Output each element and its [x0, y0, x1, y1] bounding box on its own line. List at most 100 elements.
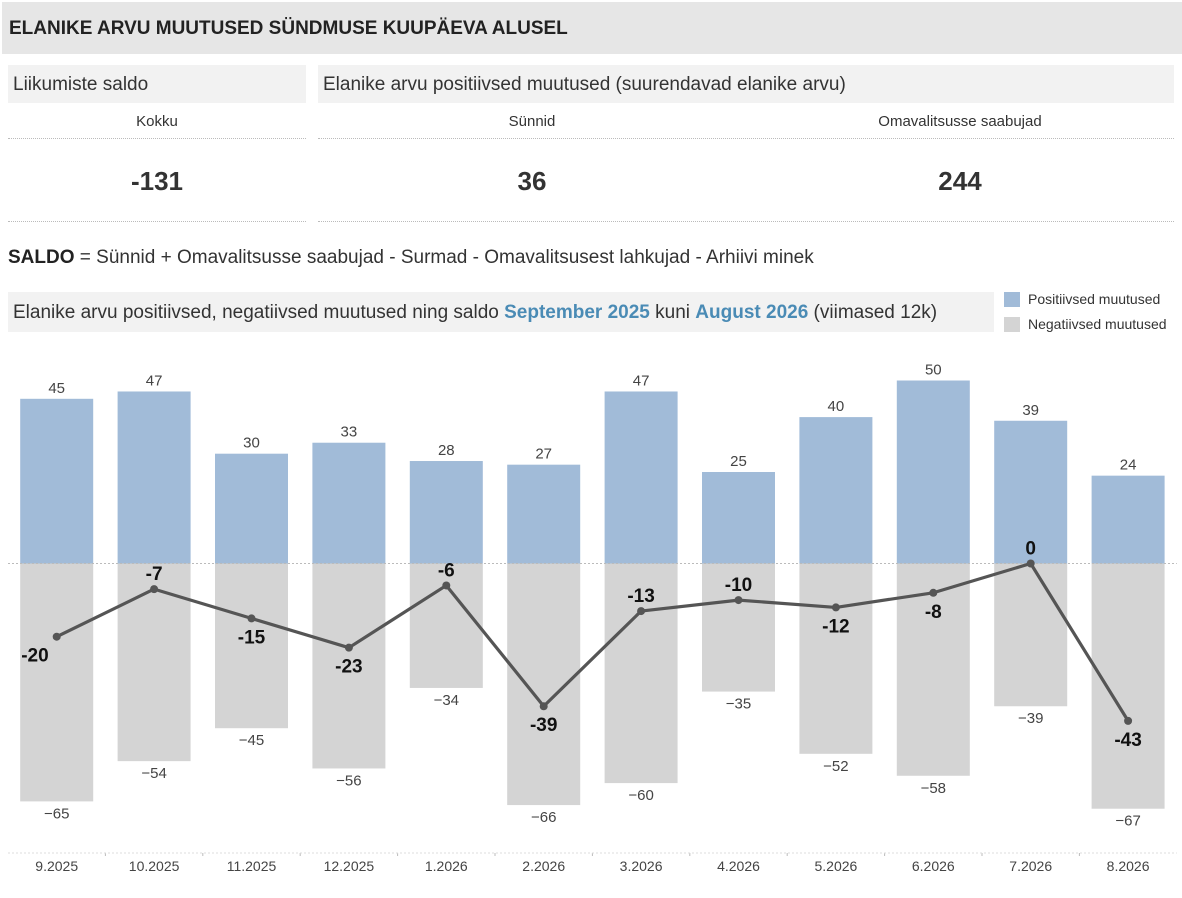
- positive-value-label: 33: [341, 424, 358, 441]
- saldo-point: [247, 614, 256, 623]
- saldo-point: [637, 607, 646, 616]
- negative-value-label: −52: [823, 758, 848, 775]
- saldo-value-label: -7: [146, 564, 163, 585]
- negative-value-label: −66: [531, 809, 556, 826]
- divider: [8, 138, 306, 139]
- kpi-total-value: -131: [130, 166, 184, 196]
- saldo-value-label: -15: [238, 627, 266, 648]
- saldo-point: [929, 588, 938, 597]
- saldo-section-title: Liikumiste saldo: [13, 74, 149, 95]
- kpi-births-label: Sünnid: [508, 113, 556, 130]
- legend-swatch-negative: [1004, 317, 1020, 332]
- x-tick-label: 11.2025: [227, 858, 277, 874]
- saldo-value-label: -43: [1114, 730, 1141, 751]
- divider: [8, 221, 306, 222]
- negative-bar: [20, 563, 94, 802]
- negative-bar: [799, 563, 873, 754]
- positive-bar: [312, 442, 386, 564]
- x-tick-label: 9.2025: [35, 858, 78, 874]
- negative-bar: [215, 563, 288, 729]
- saldo-section-header: Liikumiste saldo: [8, 65, 306, 103]
- negative-value-label: −34: [434, 692, 459, 709]
- negative-bar: [312, 563, 386, 769]
- saldo-value-label: -20: [21, 646, 48, 667]
- chart-header-suffix: (viimased 12k): [808, 302, 938, 323]
- negative-bar: [507, 563, 581, 806]
- saldo-value-label: 0: [1025, 539, 1036, 560]
- chart-header-prefix: Elanike arvu positiivsed, negatiivsed mu…: [13, 302, 505, 323]
- legend-swatch-positive: [1004, 292, 1020, 307]
- positive-bar: [702, 472, 775, 564]
- saldo-value-label: -8: [925, 602, 942, 623]
- negative-value-label: −54: [141, 765, 166, 782]
- page-title-bar: ELANIKE ARVU MUUTUSED SÜNDMUSE KUUPÄEVA …: [2, 2, 1182, 54]
- negative-value-label: −65: [44, 805, 69, 822]
- positive-value-label: 25: [730, 453, 747, 470]
- saldo-point: [150, 585, 159, 594]
- negative-bar: [117, 563, 191, 762]
- x-tick-label: 6.2026: [912, 858, 955, 874]
- divider: [318, 138, 1174, 139]
- positive-value-label: 39: [1022, 402, 1039, 419]
- positive-value-label: 47: [146, 372, 163, 389]
- positive-section-title: Elanike arvu positiivsed muutused (suure…: [323, 74, 846, 95]
- saldo-point: [831, 603, 840, 612]
- saldo-point: [1124, 716, 1133, 725]
- negative-value-label: −39: [1018, 710, 1043, 727]
- x-tick-label: 3.2026: [620, 858, 663, 874]
- negative-bar: [896, 563, 970, 776]
- saldo-line: [55, 561, 1130, 722]
- positive-value-label: 47: [633, 372, 650, 389]
- x-tick-label: 7.2026: [1009, 858, 1052, 874]
- positive-bar: [117, 391, 191, 564]
- saldo-value-label: -13: [627, 586, 654, 607]
- saldo-point: [442, 581, 451, 590]
- positive-bar: [215, 453, 288, 564]
- negative-value-label: −56: [336, 772, 361, 789]
- positive-bar: [604, 391, 678, 564]
- positive-bar: [507, 464, 581, 564]
- saldo-point: [734, 596, 743, 605]
- negative-value-label: −58: [921, 780, 946, 797]
- kpi-arrivals-value: 244: [938, 166, 982, 196]
- chart-header: Elanike arvu positiivsed, negatiivsed mu…: [8, 292, 994, 332]
- divider: [318, 221, 1174, 222]
- positive-value-label: 30: [243, 435, 260, 452]
- x-tick-label: 5.2026: [814, 858, 857, 874]
- saldo-term: SALDO: [8, 247, 75, 268]
- chart-header-from: September 2025: [504, 302, 650, 323]
- negative-bar: [994, 563, 1068, 707]
- positive-value-label: 45: [48, 380, 65, 397]
- saldo-formula: SALDO = Sünnid + Omavalitsusse saabujad …: [8, 247, 814, 269]
- negative-value-label: −67: [1115, 813, 1140, 830]
- saldo-value-label: -12: [822, 616, 849, 637]
- saldo-value-label: -6: [438, 560, 455, 581]
- page-title: ELANIKE ARVU MUUTUSED SÜNDMUSE KUUPÄEVA …: [9, 18, 568, 39]
- negative-value-label: −35: [726, 696, 751, 713]
- saldo-point: [344, 643, 353, 652]
- x-tick-label: 1.2026: [425, 858, 468, 874]
- positive-value-label: 28: [438, 442, 455, 459]
- negative-value-label: −45: [239, 732, 264, 749]
- positive-bar: [994, 420, 1068, 564]
- saldo-value-label: -39: [530, 715, 557, 736]
- chart-header-text: Elanike arvu positiivsed, negatiivsed mu…: [13, 302, 937, 324]
- x-tick-label: 10.2025: [129, 858, 180, 874]
- saldo-point: [1026, 559, 1035, 568]
- positive-value-label: 24: [1120, 457, 1137, 474]
- positive-bar: [409, 461, 483, 564]
- x-tick-label: 4.2026: [717, 858, 760, 874]
- positive-bar: [1091, 475, 1165, 564]
- positive-bar: [799, 417, 873, 564]
- saldo-point: [52, 632, 61, 641]
- x-tick-label: 8.2026: [1107, 858, 1150, 874]
- positive-bar: [20, 398, 94, 564]
- saldo-value-label: -23: [335, 657, 362, 678]
- negative-bar: [604, 563, 678, 784]
- chart-header-to: August 2026: [695, 302, 809, 323]
- positive-value-label: 27: [535, 446, 552, 463]
- negative-value-label: −60: [628, 787, 653, 804]
- x-tick-label: 12.2025: [324, 858, 375, 874]
- kpi-arrivals-label: Omavalitsusse saabujad: [878, 113, 1042, 130]
